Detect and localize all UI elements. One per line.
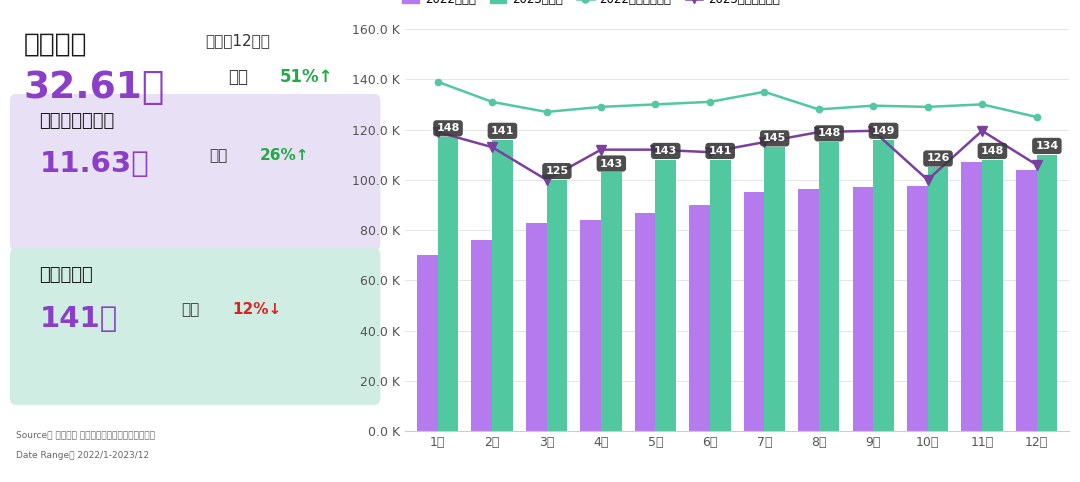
- Bar: [635, 213, 656, 431]
- Text: 143: 143: [654, 146, 677, 156]
- Bar: [982, 160, 1003, 431]
- Text: 月均在投广告主: 月均在投广告主: [40, 112, 114, 130]
- Bar: [744, 192, 765, 431]
- Bar: [492, 140, 513, 431]
- Text: 同比: 同比: [229, 68, 248, 86]
- Bar: [526, 223, 546, 431]
- Bar: [1037, 155, 1057, 431]
- Text: Source： 广大大， 根据后台抓取后数据整理后展现: Source： 广大大， 根据后台抓取后数据整理后展现: [16, 430, 154, 439]
- Bar: [819, 142, 839, 431]
- Bar: [928, 167, 948, 431]
- Bar: [710, 160, 730, 431]
- Bar: [472, 240, 492, 431]
- Bar: [437, 137, 458, 431]
- Text: 51%↑: 51%↑: [280, 68, 334, 86]
- Text: 143: 143: [599, 159, 623, 169]
- Bar: [546, 180, 567, 431]
- Bar: [689, 205, 710, 431]
- Text: 同比: 同比: [181, 302, 200, 317]
- Text: Date Range： 2022/1-2023/12: Date Range： 2022/1-2023/12: [16, 451, 149, 460]
- Text: 12%↓: 12%↓: [232, 302, 282, 317]
- Text: 145: 145: [764, 134, 786, 143]
- Bar: [874, 140, 894, 431]
- Text: 32.61万: 32.61万: [24, 70, 165, 106]
- Bar: [417, 255, 437, 431]
- Text: 26%↑: 26%↑: [260, 148, 310, 163]
- Text: 141条: 141条: [40, 305, 118, 333]
- Legend: 2022广告主, 2023广告主, 2022广告主均素材, 2023广告主均素材: 2022广告主, 2023广告主, 2022广告主均素材, 2023广告主均素材: [397, 0, 784, 11]
- Bar: [765, 147, 785, 431]
- Bar: [907, 186, 928, 431]
- Text: 141: 141: [708, 146, 732, 156]
- Text: 总广告主: 总广告主: [24, 31, 87, 57]
- Bar: [580, 220, 600, 431]
- Bar: [852, 187, 874, 431]
- Text: 134: 134: [1036, 141, 1058, 151]
- Text: 148: 148: [436, 123, 460, 134]
- Bar: [656, 160, 676, 431]
- Bar: [961, 162, 982, 431]
- Bar: [1016, 170, 1037, 431]
- Bar: [600, 172, 622, 431]
- Text: 141: 141: [490, 126, 514, 136]
- Text: 126: 126: [927, 153, 949, 163]
- Text: 148: 148: [818, 128, 841, 138]
- Text: 125: 125: [545, 166, 568, 176]
- Text: 148: 148: [981, 146, 1004, 156]
- FancyBboxPatch shape: [10, 248, 380, 405]
- Text: 月均素材量: 月均素材量: [40, 266, 93, 284]
- Text: 同比: 同比: [208, 148, 227, 163]
- Text: 149: 149: [872, 126, 895, 136]
- FancyBboxPatch shape: [10, 94, 380, 251]
- Text: 11.63万: 11.63万: [40, 150, 149, 178]
- Text: （截止12月）: （截止12月）: [205, 33, 270, 48]
- Bar: [798, 188, 819, 431]
